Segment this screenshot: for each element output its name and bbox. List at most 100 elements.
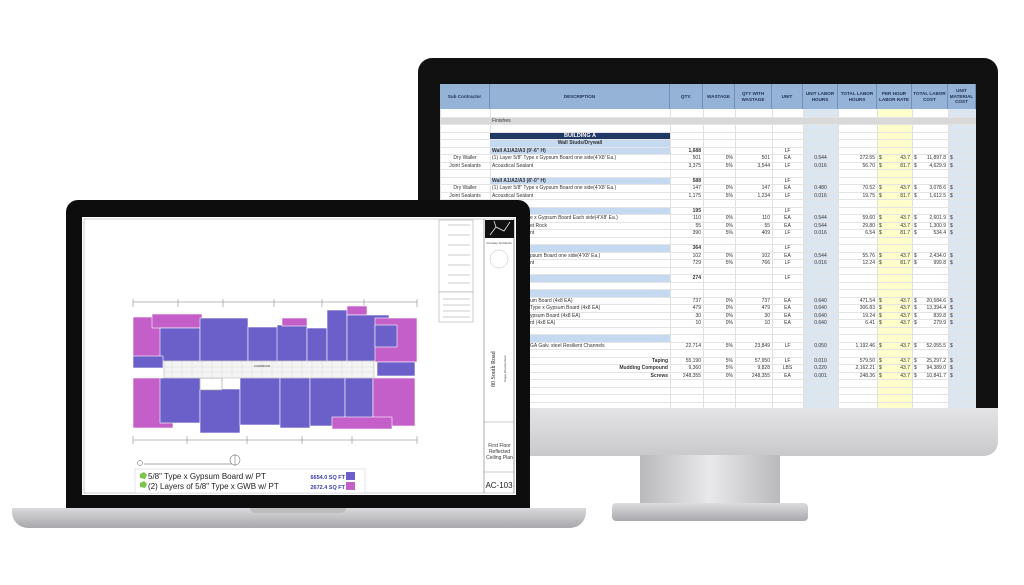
cell-ulh[interactable]: 0.010: [814, 357, 827, 364]
cell-waste[interactable]: 5%: [725, 365, 733, 371]
cell-labor-cost[interactable]: $534.4: [914, 230, 946, 236]
table-row[interactable]: nt 729 5% 766 LF 0.016 12.24 $81.7 $999.8 $: [440, 260, 976, 268]
table-row[interactable]: Mudding Compound 9,360 5% 9,828 LBS 0.220 2,16…: [440, 365, 976, 373]
cell-rate[interactable]: $81.7: [879, 162, 910, 169]
cell-qty[interactable]: 1,688: [688, 147, 701, 154]
cell-qty[interactable]: 9,360: [688, 365, 701, 371]
table-row[interactable]: 274 LF: [440, 275, 976, 283]
column-header[interactable]: WASTAGE: [703, 84, 735, 109]
table-row[interactable]: [440, 125, 976, 133]
cell-rate[interactable]: $81.7: [879, 260, 910, 266]
cell-unit[interactable]: LF: [784, 147, 791, 154]
cell-unit[interactable]: EA: [784, 215, 791, 221]
table-row[interactable]: [440, 170, 976, 178]
cell-desc[interactable]: nt: [530, 230, 535, 236]
cell-desc[interactable]: e x Gypsum Board Each side(4'X8' Ea.): [530, 215, 618, 221]
cell-qtyw[interactable]: 501: [761, 155, 770, 161]
cell-labor-cost[interactable]: $3,078.6: [914, 185, 946, 191]
table-row[interactable]: ypsum Board (4x8 EA) 30 0% 30 EA 0.640 19.24 $4…: [440, 312, 976, 320]
column-header[interactable]: QTY WITH WASTAGE: [735, 84, 772, 109]
table-row[interactable]: [440, 110, 976, 118]
cell-qtyw[interactable]: 9,828: [757, 365, 770, 371]
cell-qty[interactable]: 1,175: [688, 192, 701, 199]
cell-qty[interactable]: 195: [692, 207, 701, 214]
table-row[interactable]: 195 LF: [440, 207, 976, 215]
column-header[interactable]: DESCRIPTION: [490, 84, 670, 109]
cell-labor-cost[interactable]: $94,389.0: [914, 365, 946, 371]
cell-rate[interactable]: $43.7: [879, 297, 910, 304]
table-row[interactable]: [440, 283, 976, 290]
table-row[interactable]: [440, 328, 976, 335]
cell-labor-cost[interactable]: $279.9: [914, 320, 946, 326]
cell-labor-cost[interactable]: $2,434.0: [914, 252, 946, 259]
cell-desc[interactable]: et Rock: [530, 222, 547, 229]
cell-unit[interactable]: EA: [784, 320, 791, 326]
cell-unit[interactable]: LF: [784, 192, 791, 199]
cell-rate[interactable]: $43.7: [879, 320, 910, 326]
cell-qty[interactable]: 479: [692, 305, 701, 311]
cell-waste[interactable]: 0%: [725, 305, 733, 311]
cell-tlh[interactable]: 471.54: [859, 297, 875, 304]
cell-desc[interactable]: Type x Gypsum Board (4x8 EA): [530, 305, 601, 311]
cell-material-cost[interactable]: $: [950, 185, 953, 191]
cell-tlh[interactable]: 248.36: [859, 372, 875, 379]
cell-qtyw[interactable]: 23,849: [754, 342, 770, 349]
cell-labor-cost[interactable]: $10,841.7: [914, 372, 946, 379]
cell-rate[interactable]: $43.7: [879, 185, 910, 191]
table-row[interactable]: [440, 388, 976, 395]
cell-qtyw[interactable]: 3,544: [757, 162, 770, 169]
cell-qty[interactable]: 501: [692, 155, 701, 161]
cell-rate[interactable]: $43.7: [879, 222, 910, 229]
cell-waste[interactable]: 0%: [725, 185, 733, 191]
cell-ulh[interactable]: 0.640: [814, 312, 827, 319]
cell-desc[interactable]: Acoustical Sealant: [492, 192, 534, 199]
cell-unit[interactable]: EA: [784, 185, 791, 191]
cell-tlh[interactable]: 56.70: [862, 162, 875, 169]
cell-ulh[interactable]: 0.016: [814, 230, 827, 236]
cell-labor-cost[interactable]: $999.8: [914, 260, 946, 266]
cell-unit[interactable]: EA: [784, 372, 791, 379]
cell-material-cost[interactable]: $: [950, 312, 953, 319]
cell-qtyw[interactable]: 409: [761, 230, 770, 236]
column-header[interactable]: Sub Contractor: [440, 84, 490, 109]
cell-sub[interactable]: Joint Sealants: [449, 192, 481, 199]
cell-unit[interactable]: LBS: [782, 365, 793, 371]
table-row[interactable]: rd (4x8 EA) 10 0% 10 EA 0.640 6.41 $43.7 $279.9 $: [440, 320, 976, 328]
cell-rate[interactable]: $43.7: [879, 215, 910, 221]
cell-material-cost[interactable]: $: [950, 297, 953, 304]
cell-waste[interactable]: 0%: [725, 215, 733, 221]
table-row[interactable]: Wall A1/A2/A3 (8'-0" H) 588 LF: [440, 177, 976, 185]
cell-desc[interactable]: Finishes: [492, 117, 511, 124]
cell-qty[interactable]: 102: [692, 252, 701, 259]
cell-waste[interactable]: 0%: [725, 155, 733, 161]
cell-material-cost[interactable]: $: [950, 260, 953, 266]
cell-qty[interactable]: 729: [692, 260, 701, 266]
cell-rate[interactable]: $43.7: [879, 155, 910, 161]
table-row[interactable]: Wall A1/A2/A3 (9'-6" H) 1,688 LF: [440, 147, 976, 155]
table-row[interactable]: [440, 268, 976, 275]
cell-qty[interactable]: 147: [692, 185, 701, 191]
table-row[interactable]: 364 LF: [440, 245, 976, 253]
cell-ulh[interactable]: 0.544: [814, 155, 827, 161]
cell-desc[interactable]: Mudding Compound: [619, 365, 668, 371]
table-row[interactable]: BUILDING A: [440, 132, 976, 140]
cell-unit[interactable]: LF: [784, 342, 791, 349]
cell-material-cost[interactable]: $: [950, 162, 953, 169]
cell-desc[interactable]: Wall A1/A2/A3 (9'-6" H): [492, 147, 546, 154]
column-header[interactable]: TOTAL LABOR HOURS: [838, 84, 877, 109]
table-row[interactable]: Joint Sealants Acoustical Sealant 3,375 5% 3…: [440, 162, 976, 170]
table-row[interactable]: Type x Gypsum Board (4x8 EA) 479 0% 479 EA 0.…: [440, 305, 976, 313]
cell-waste[interactable]: 0%: [725, 222, 733, 229]
cell-ulh[interactable]: 0.016: [814, 192, 827, 199]
cell-desc[interactable]: (1) Layer 5/8" Type x Gypsum Board one s…: [492, 185, 617, 191]
cell-qtyw[interactable]: 57,950: [754, 357, 770, 364]
cell-desc[interactable]: ypsum Board (4x8 EA): [530, 312, 581, 319]
cell-desc[interactable]: (1) Layer 5/8" Type x Gypsum Board one s…: [492, 155, 617, 161]
cell-unit[interactable]: LF: [784, 245, 791, 251]
cell-ulh[interactable]: 0.640: [814, 297, 827, 304]
cell-desc[interactable]: rd (4x8 EA): [530, 320, 556, 326]
cell-ulh[interactable]: 0.220: [814, 365, 827, 371]
cell-desc[interactable]: Wall Studs/Drywall: [557, 140, 603, 146]
cell-tlh[interactable]: 19.75: [862, 192, 875, 199]
cell-qtyw[interactable]: 10: [764, 320, 770, 326]
